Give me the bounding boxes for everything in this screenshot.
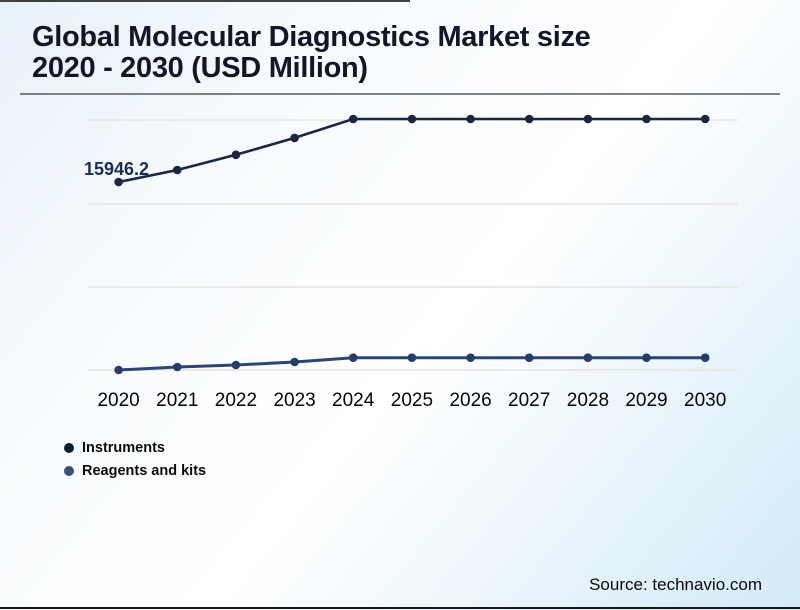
x-tick-label: 2025 (391, 390, 433, 411)
legend-item-instruments: Instruments (64, 436, 206, 459)
page-title-line1: Global Molecular Diagnostics Market size (32, 21, 591, 53)
x-tick-label: 2030 (684, 390, 726, 411)
source-credit: Source: technavio.com (589, 575, 762, 594)
legend-dot-instruments (64, 442, 74, 453)
legend-label: Reagents and kits (82, 462, 207, 479)
x-tick-label: 2028 (567, 390, 609, 411)
page-title-line2: 2020 - 2030 (USD Million) (32, 52, 368, 84)
data-point-instruments (290, 133, 299, 143)
data-point-instruments (583, 114, 593, 124)
data-label-annotation: 15946.2 (84, 159, 149, 179)
data-point-instruments (114, 177, 123, 187)
data-point-instruments (407, 114, 417, 124)
data-point-reagents-and-kits (114, 365, 123, 375)
data-point-reagents-and-kits (524, 353, 534, 362)
page-title: Global Molecular Diagnostics Market size… (32, 22, 777, 84)
data-point-reagents-and-kits (348, 353, 358, 362)
x-tick-label: 2024 (332, 390, 375, 411)
data-point-reagents-and-kits (231, 360, 241, 370)
x-tick-label: 2029 (625, 390, 667, 411)
chart-legend: Instruments Reagents and kits (64, 436, 206, 482)
x-tick-label: 2027 (508, 390, 550, 411)
data-point-instruments (700, 114, 710, 124)
x-tick-label: 2026 (449, 390, 491, 411)
top-border-line (0, 0, 410, 2)
data-point-instruments (466, 114, 475, 124)
legend-dot-reagents-and-kits (64, 465, 74, 476)
legend-item-reagents-and-kits: Reagents and kits (64, 459, 206, 482)
data-point-instruments (642, 114, 651, 124)
x-tick-label: 2023 (273, 390, 315, 411)
legend-label: Instruments (82, 439, 165, 456)
data-point-reagents-and-kits (642, 353, 651, 362)
data-point-reagents-and-kits (583, 353, 593, 362)
line-chart: 2020 2021 2022 2023 2024 2025 2026 2027 2028 2029… (84, 114, 738, 411)
data-point-instruments (173, 165, 182, 175)
x-tick-label: 2020 (97, 390, 139, 411)
data-point-instruments (231, 150, 241, 160)
bottom-border-line (0, 606, 800, 609)
x-tick-label: 2021 (156, 390, 198, 411)
data-point-instruments (524, 114, 534, 124)
data-point-reagents-and-kits (290, 357, 299, 367)
data-point-reagents-and-kits (466, 353, 475, 362)
title-divider (20, 93, 780, 95)
data-point-instruments (348, 114, 358, 124)
x-tick-label: 2022 (215, 390, 257, 411)
series-line-instruments (118, 117, 706, 184)
data-point-reagents-and-kits (407, 353, 417, 362)
data-point-reagents-and-kits (173, 362, 182, 372)
data-point-reagents-and-kits (700, 353, 710, 362)
